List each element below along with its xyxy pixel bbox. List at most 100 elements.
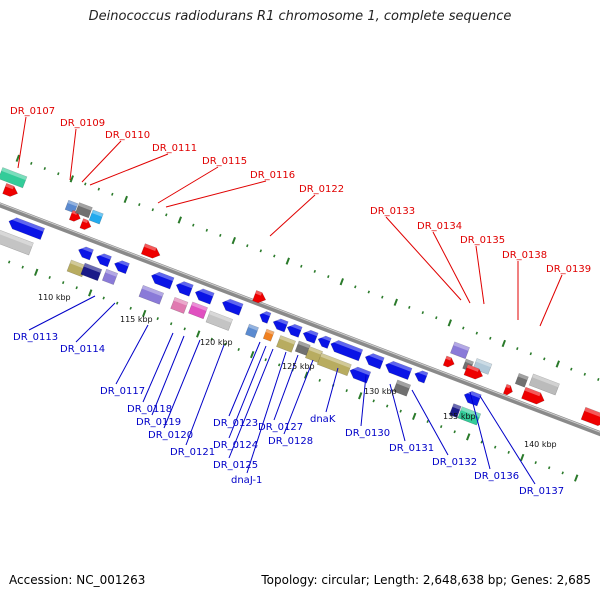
gene-label: DR_0130	[345, 428, 390, 439]
backbone-highlight	[0, 202, 600, 433]
gene-block	[188, 301, 208, 320]
scale-tick	[367, 290, 371, 294]
leader-line	[17, 116, 27, 169]
scale-tick	[210, 337, 213, 341]
leader-line	[273, 354, 299, 421]
scale-tick	[358, 392, 363, 400]
gene-arrow	[2, 183, 18, 197]
gene-arrow	[442, 355, 455, 368]
gene-label: DR_0127	[258, 422, 303, 433]
gene-block	[514, 373, 529, 388]
scale-tick	[435, 316, 438, 320]
gene-block	[170, 296, 189, 314]
gene-label: DR_0115	[202, 156, 247, 167]
gene-label: DR_0134	[417, 221, 462, 232]
leader-line	[151, 335, 185, 416]
map-title: Deinococcus radiodurans R1 chromosome 1,…	[88, 9, 512, 24]
gene-label: DR_0137	[519, 486, 564, 497]
gene-block	[205, 310, 233, 331]
gene-block	[245, 323, 259, 339]
scale-tick	[156, 317, 159, 321]
scale-tick	[69, 175, 74, 183]
gene-block	[101, 268, 119, 285]
scale-tick	[129, 306, 132, 310]
scale-tick	[223, 342, 227, 346]
gene-arrow	[286, 322, 303, 338]
scale-tick	[34, 268, 39, 276]
scale-tick	[300, 264, 303, 268]
gene-label: dnaK	[310, 414, 336, 425]
leader-line	[325, 367, 339, 413]
scale-tick	[547, 466, 551, 470]
leader-line	[385, 216, 462, 301]
gene-label: DR_0116	[250, 170, 295, 181]
gene-block	[449, 403, 462, 418]
leader-line	[75, 302, 116, 343]
gene-block	[528, 373, 560, 396]
leader-line	[163, 339, 201, 429]
scale-tick	[447, 319, 452, 327]
gene-label: DR_0139	[546, 264, 591, 275]
scale-tick	[237, 347, 240, 351]
scale-tick	[412, 412, 417, 420]
leader-line	[115, 324, 149, 385]
scale-label: 115 kbp	[120, 315, 153, 324]
scale-tick	[231, 236, 236, 245]
scale-tick	[88, 289, 93, 297]
scale-tick	[48, 275, 51, 279]
gene-block	[0, 229, 34, 256]
scale-tick	[102, 296, 105, 300]
gene-arrow	[385, 359, 413, 380]
leader-line	[475, 245, 485, 305]
leader-line	[89, 153, 169, 186]
leader-line	[411, 389, 449, 456]
gene-arrow	[317, 333, 332, 349]
scale-tick	[385, 404, 389, 408]
gene-arrow	[78, 244, 94, 261]
scale-tick	[7, 260, 11, 264]
scale-tick	[177, 216, 182, 224]
scale-tick	[123, 195, 128, 204]
scale-tick	[250, 350, 255, 359]
scale-tick	[169, 322, 173, 326]
gene-label: DR_0117	[100, 386, 145, 397]
scale-tick	[439, 425, 443, 429]
scale-tick	[138, 203, 141, 207]
scale-tick	[475, 331, 479, 335]
gene-arrow	[8, 215, 45, 240]
gene-arrow	[194, 286, 215, 305]
scale-tick	[393, 298, 398, 306]
gene-arrow	[302, 328, 319, 344]
scale-tick	[192, 223, 195, 227]
scale-tick	[372, 399, 375, 403]
gene-block	[88, 209, 104, 225]
scale-tick	[97, 187, 101, 191]
scale-tick	[507, 450, 510, 454]
gene-label: DR_0114	[60, 344, 105, 355]
gene-label: DR_0128	[268, 436, 313, 447]
scale-tick	[142, 309, 147, 318]
scale-tick	[30, 161, 33, 165]
scale-label: 110 kbp	[38, 293, 71, 302]
gene-arrow	[463, 389, 482, 407]
scale-tick	[453, 430, 456, 434]
scale-tick	[115, 301, 119, 305]
gene-arrow	[79, 218, 92, 230]
scale-tick	[493, 445, 497, 449]
scale-tick	[318, 378, 321, 382]
scale-label: 130 kbp	[364, 387, 397, 396]
scale-tick	[273, 254, 276, 258]
gene-arrow	[414, 368, 429, 384]
chromosome-backbone	[0, 202, 600, 437]
scale-tick	[219, 233, 222, 237]
scale-tick	[520, 453, 525, 462]
scale-tick	[151, 208, 155, 212]
gene-block	[262, 328, 275, 342]
gene-block	[305, 346, 323, 364]
scale-tick	[543, 357, 546, 361]
leader-line	[360, 374, 367, 427]
gene-label: DR_0136	[474, 471, 519, 482]
gene-block	[393, 379, 411, 397]
scale-tick	[277, 363, 281, 367]
scale-tick	[165, 213, 168, 217]
